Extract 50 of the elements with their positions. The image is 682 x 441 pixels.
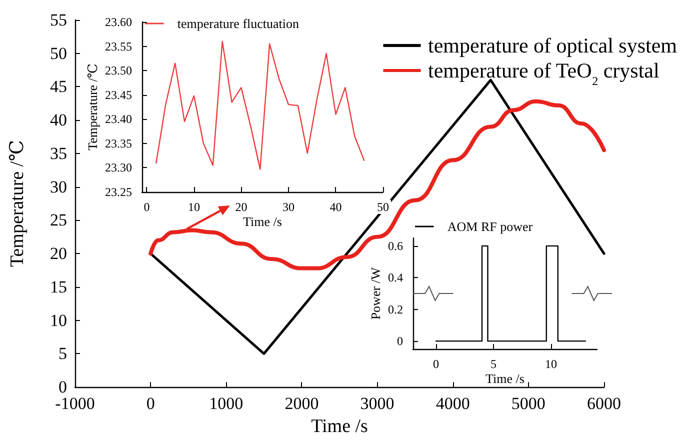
y-tick-label: 40 xyxy=(50,110,67,130)
x-tick-label: 20 xyxy=(235,200,248,214)
y-tick-label: 30 xyxy=(50,177,67,196)
y-axis-title: Temperature /℃ xyxy=(7,140,28,268)
y-axis-title: Power /W xyxy=(368,266,384,320)
y-tick-label: 20 xyxy=(50,244,67,264)
x-tick-label: 10 xyxy=(188,200,200,214)
x-tick-label: 5000 xyxy=(511,394,546,414)
y-tick-label: 0.2 xyxy=(388,302,403,316)
legend-label: temperature fluctuation xyxy=(177,16,300,31)
x-tick-label: 40 xyxy=(330,200,342,214)
y-tick-label: 15 xyxy=(50,277,67,296)
x-tick-label: 30 xyxy=(282,200,294,214)
y-tick-label: 0 xyxy=(397,334,403,348)
line-series xyxy=(156,40,365,170)
x-tick-label: 5 xyxy=(490,357,496,371)
x-tick-label: 0 xyxy=(146,394,155,414)
x-tick-label: 6000 xyxy=(587,394,621,414)
y-tick-label: 35 xyxy=(50,144,67,163)
y-tick-label: 55 xyxy=(50,10,67,30)
x-axis-title: Time /s xyxy=(486,370,524,386)
y-tick-label: 0.6 xyxy=(388,238,403,253)
x-tick-label: 4000 xyxy=(436,394,470,414)
y-tick-label: 0.4 xyxy=(388,270,403,285)
x-tick-label: -1000 xyxy=(55,394,95,414)
y-tick-label: 23.30 xyxy=(105,160,132,175)
y-axis-title: Temperature /℃ xyxy=(85,64,100,150)
y-tick-label: 23.45 xyxy=(105,88,132,102)
x-tick-label: 2000 xyxy=(284,394,319,414)
x-tick-label: 0 xyxy=(433,357,439,371)
x-axis-title: Time /s xyxy=(243,214,282,229)
x-tick-label: 0 xyxy=(144,200,150,214)
y-tick-label: 25 xyxy=(50,210,67,230)
legend-label: temperature of optical system xyxy=(428,34,678,58)
y-tick-label: 50 xyxy=(50,44,67,63)
x-axis-title: Time /s xyxy=(311,416,368,437)
x-tick-label: 50 xyxy=(377,200,389,214)
y-tick-label: 10 xyxy=(50,310,67,330)
x-tick-label: 10 xyxy=(545,357,557,371)
x-tick-label: 1000 xyxy=(209,394,244,414)
y-tick-label: 23.25 xyxy=(105,185,132,199)
y-tick-label: 23.50 xyxy=(105,64,132,78)
y-tick-label: 23.40 xyxy=(105,112,132,126)
legend-label: AOM RF power xyxy=(447,219,534,234)
y-tick-label: 23.55 xyxy=(105,39,132,54)
y-tick-label: 0 xyxy=(58,378,67,397)
y-tick-label: 45 xyxy=(50,77,67,96)
x-tick-label: 3000 xyxy=(360,394,394,414)
y-tick-label: 23.35 xyxy=(105,136,132,150)
y-tick-label: 23.60 xyxy=(105,15,132,29)
